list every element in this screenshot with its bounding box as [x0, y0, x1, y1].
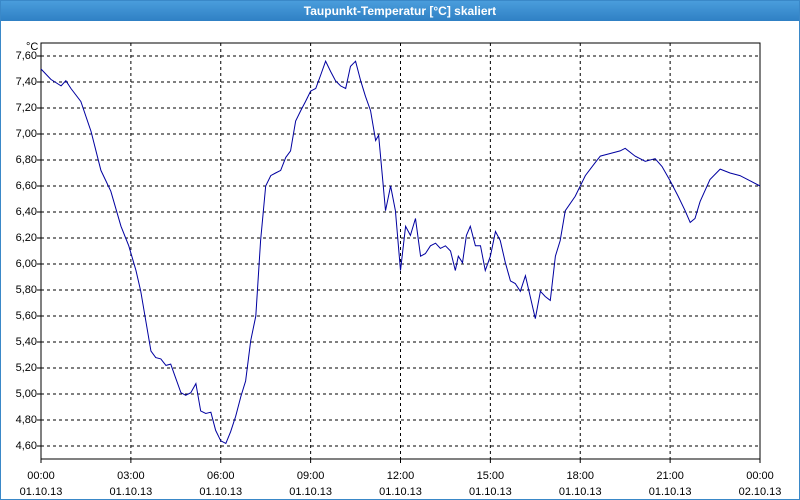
y-tick-label: 6,60: [16, 180, 37, 192]
x-tick-label: 09:00: [297, 470, 325, 482]
y-tick-label: 7,40: [16, 76, 37, 88]
x-tick-date: 01.10.13: [20, 486, 63, 498]
title-bar: Taupunkt-Temperatur [°C] skaliert: [1, 1, 799, 21]
x-tick-date: 01.10.13: [469, 486, 512, 498]
data-line: [40, 59, 761, 445]
y-tick-label: 7,60: [16, 50, 37, 62]
y-unit: °C: [26, 41, 38, 53]
x-tick-label: 03:00: [117, 470, 145, 482]
y-tick-label: 6,40: [16, 206, 37, 218]
x-tick-date: 02.10.13: [739, 486, 782, 498]
y-tick-label: 7,20: [16, 102, 37, 114]
x-tick-date: 01.10.13: [649, 486, 692, 498]
y-tick-label: 6,20: [16, 232, 37, 244]
y-tick-label: 5,00: [16, 388, 37, 400]
x-tick-date: 01.10.13: [109, 486, 152, 498]
y-tick-label: 5,80: [16, 284, 37, 296]
x-tick-date: 01.10.13: [559, 486, 602, 498]
x-tick-label: 06:00: [207, 470, 235, 482]
y-tick-label: 4,60: [16, 440, 37, 452]
plot-frame: [40, 42, 761, 460]
x-tick-date: 01.10.13: [379, 486, 422, 498]
y-tick-label: 5,60: [16, 310, 37, 322]
x-tick-label: 15:00: [477, 470, 505, 482]
y-tick-label: 5,40: [16, 336, 37, 348]
x-tick-label: 00:00: [746, 470, 774, 482]
x-tick-label: 00:00: [27, 470, 55, 482]
x-tick-date: 01.10.13: [199, 486, 242, 498]
y-tick-label: 5,20: [16, 362, 37, 374]
y-tick-label: 7,00: [16, 128, 37, 140]
x-tick-label: 21:00: [656, 470, 684, 482]
x-tick-date: 01.10.13: [289, 486, 332, 498]
x-tick-label: 12:00: [387, 470, 415, 482]
y-tick-label: 6,80: [16, 154, 37, 166]
y-tick-label: 6,00: [16, 258, 37, 270]
x-tick-label: 18:00: [566, 470, 594, 482]
y-tick-label: 4,80: [16, 414, 37, 426]
